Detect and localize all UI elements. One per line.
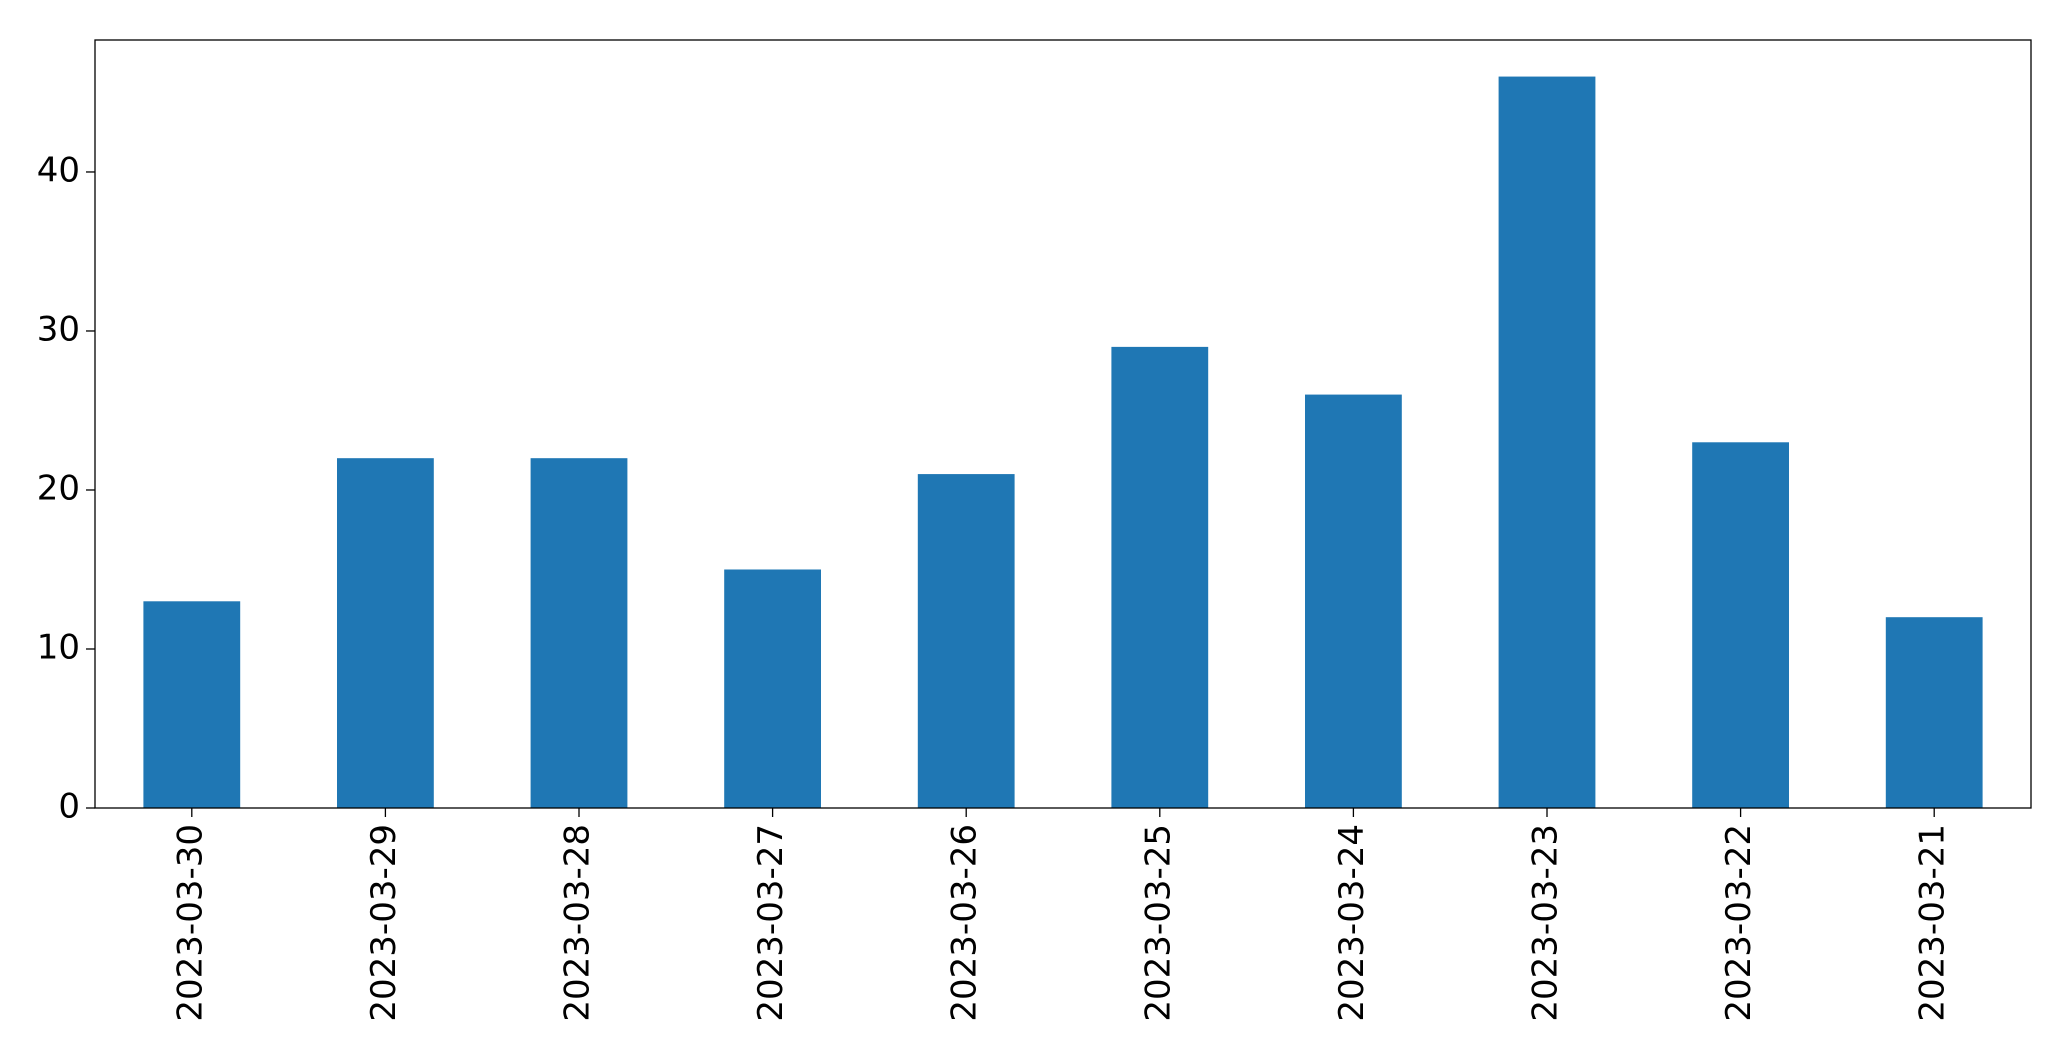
x-tick-label: 2023-03-27 <box>751 824 791 1022</box>
x-tick-label: 2023-03-28 <box>558 824 598 1022</box>
bar <box>530 458 628 808</box>
plot-frame <box>94 39 2032 809</box>
x-tick-label: 2023-03-21 <box>1913 824 1953 1022</box>
bar <box>1498 76 1596 809</box>
x-tick-label: 2023-03-23 <box>1526 824 1566 1022</box>
y-tick-label: 10 <box>37 627 80 667</box>
bar <box>337 458 434 808</box>
y-tick-label: 40 <box>37 150 80 190</box>
bar <box>1692 442 1789 808</box>
x-tick-label: 2023-03-26 <box>945 824 985 1022</box>
x-tick-label: 2023-03-24 <box>1332 824 1372 1022</box>
x-tick-label: 2023-03-22 <box>1719 824 1759 1022</box>
y-tick-label: 0 <box>58 787 80 827</box>
y-tick-label: 30 <box>37 309 80 349</box>
bar <box>724 569 821 808</box>
y-tick-label: 20 <box>37 468 80 508</box>
x-tick-label: 2023-03-29 <box>364 824 404 1022</box>
bar <box>1885 617 1983 808</box>
x-tick-label: 2023-03-25 <box>1138 824 1178 1022</box>
bar <box>917 474 1015 808</box>
bar <box>143 601 241 808</box>
bar <box>1305 394 1402 808</box>
bar <box>1111 346 1209 808</box>
x-tick-label: 2023-03-30 <box>170 824 210 1022</box>
